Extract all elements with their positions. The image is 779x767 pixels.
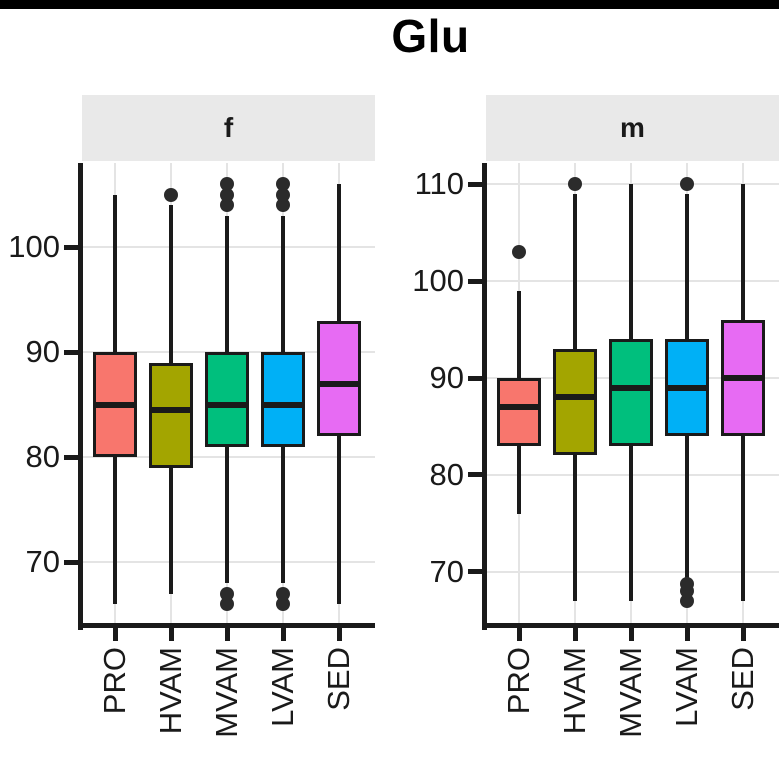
outlier-dot xyxy=(680,177,694,192)
outlier-dot xyxy=(276,597,290,611)
box xyxy=(497,378,541,446)
x-tick-label: SED xyxy=(321,647,356,711)
y-tick xyxy=(64,454,79,460)
facet-label: f xyxy=(223,112,234,143)
outlier-dot xyxy=(220,187,234,202)
x-tick xyxy=(740,628,746,641)
outlier-dot xyxy=(568,177,582,192)
x-tick xyxy=(516,628,522,641)
median-line xyxy=(261,401,305,408)
box xyxy=(205,352,249,447)
y-tick xyxy=(64,559,79,565)
x-tick-label: MVAM xyxy=(209,647,244,738)
median-line xyxy=(553,394,597,401)
y-tick-label: 90 xyxy=(25,334,60,369)
box xyxy=(553,348,597,456)
median-line xyxy=(665,384,709,391)
y-axis-line xyxy=(78,163,83,630)
y-axis-line xyxy=(482,163,487,630)
outlier-dot xyxy=(220,586,234,601)
facet-label: m xyxy=(620,112,645,143)
x-tick-label: LVAM xyxy=(669,647,704,727)
chart-title: Glu xyxy=(391,10,470,62)
median-line xyxy=(609,384,653,391)
y-tick xyxy=(64,349,79,355)
y-tick-label: 70 xyxy=(429,553,464,589)
x-axis-line xyxy=(78,623,375,628)
x-tick-label: SED xyxy=(725,647,760,711)
outlier-dot xyxy=(220,198,234,212)
median-line xyxy=(149,406,193,413)
y-tick-label: 80 xyxy=(25,439,60,474)
x-tick xyxy=(224,628,230,641)
box xyxy=(317,320,361,436)
y-tick xyxy=(468,472,483,478)
x-tick-label: HVAM xyxy=(153,647,188,735)
y-tick xyxy=(468,181,483,187)
top-black-bar xyxy=(0,0,779,9)
y-tick-label: 80 xyxy=(429,456,464,492)
y-tick xyxy=(468,375,483,381)
outlier-dot xyxy=(276,187,290,202)
outlier-dot xyxy=(220,177,234,191)
y-tick-label: 100 xyxy=(8,229,60,264)
y-tick-label: 90 xyxy=(429,360,464,396)
box xyxy=(149,362,193,468)
x-tick xyxy=(684,628,690,641)
x-tick xyxy=(112,628,118,641)
box xyxy=(609,339,653,446)
x-tick xyxy=(336,628,342,641)
median-line xyxy=(317,380,361,387)
median-line xyxy=(93,401,137,408)
facet-strip: m xyxy=(486,95,779,161)
y-tick-label: 100 xyxy=(412,263,464,299)
y-tick xyxy=(468,278,483,284)
x-tick xyxy=(168,628,174,641)
median-line xyxy=(205,401,249,408)
x-tick-label: LVAM xyxy=(265,647,300,727)
x-tick-label: MVAM xyxy=(613,647,648,738)
x-tick xyxy=(628,628,634,641)
outlier-dot xyxy=(276,177,290,191)
x-tick xyxy=(572,628,578,641)
box xyxy=(261,352,305,447)
median-line xyxy=(497,404,541,411)
facet-strip: f xyxy=(82,95,375,161)
y-tick-label: 70 xyxy=(25,544,60,579)
outlier-dot xyxy=(276,586,290,601)
x-tick-label: PRO xyxy=(501,647,536,715)
outlier-dot xyxy=(276,198,290,212)
outlier-dot xyxy=(220,597,234,611)
x-tick-label: HVAM xyxy=(557,647,592,735)
y-tick xyxy=(64,244,79,250)
outlier-dot xyxy=(512,245,526,260)
y-tick xyxy=(468,569,483,575)
outlier-dot xyxy=(680,577,694,592)
median-line xyxy=(721,375,765,382)
y-tick-label: 110 xyxy=(414,166,464,202)
x-axis-line xyxy=(482,623,779,628)
x-tick-label: PRO xyxy=(97,647,132,715)
outlier-dot xyxy=(164,187,178,202)
x-tick xyxy=(280,628,286,641)
